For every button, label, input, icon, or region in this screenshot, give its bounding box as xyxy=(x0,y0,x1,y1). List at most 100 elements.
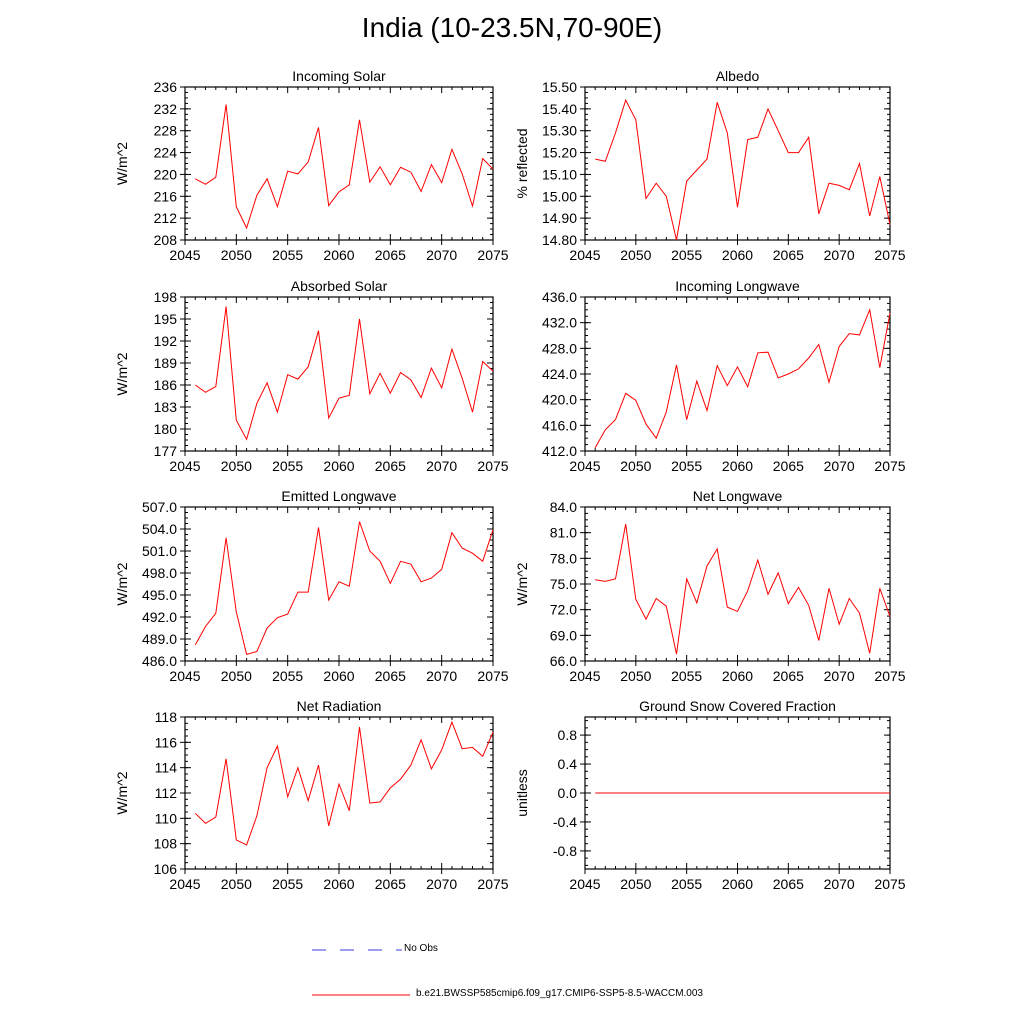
panel-3-y-tick-label: 186 xyxy=(154,377,178,393)
panel-5-y-tick-label: 504.0 xyxy=(142,521,177,537)
panel-8-y-axis-label: unitless xyxy=(514,769,530,816)
panel-6-x-tick-label: 2055 xyxy=(671,668,702,684)
panel-8-y-tick-label: -0.4 xyxy=(553,814,577,830)
panel-1-plot-frame xyxy=(184,86,494,241)
legend-model-line xyxy=(312,994,410,996)
panel-8-y-tick-label: 0.8 xyxy=(558,727,578,743)
panel-7-y-tick-label: 108 xyxy=(154,836,178,852)
panel-7-y-tick-label: 118 xyxy=(155,709,178,725)
panel-8-title: Ground Snow Covered Fraction xyxy=(639,698,836,714)
panel-2-x-tick-label: 2070 xyxy=(824,247,855,263)
panel-2-y-tick-label: 15.00 xyxy=(542,188,577,204)
panel-5-series-line xyxy=(194,521,494,656)
panel-1-x-tick-label: 2075 xyxy=(477,247,508,263)
panel-8-y-tick-label: -0.8 xyxy=(553,843,577,859)
panel-8-x-tick-label: 2045 xyxy=(569,876,600,892)
panel-1-y-tick-label: 212 xyxy=(154,210,178,226)
panel-3-series-line xyxy=(195,306,494,441)
panel-4-plot-frame xyxy=(584,296,891,452)
panel-4-y-tick-label: 412.0 xyxy=(542,443,577,459)
panel-5-y-tick-label: 492.0 xyxy=(142,609,177,625)
panel-5-x-tick-label: 2065 xyxy=(375,668,406,684)
panel-6-x-tick-label: 2075 xyxy=(874,668,905,684)
panel-2-y-tick-label: 14.90 xyxy=(542,210,577,226)
panel-2-y-tick-label: 15.30 xyxy=(542,123,577,139)
panel-2-y-tick-label: 15.20 xyxy=(542,145,577,161)
panel-1-x-tick-label: 2060 xyxy=(323,247,354,263)
panel-2-y-axis-label: % reflected xyxy=(514,128,530,198)
panel-5-y-tick-label: 495.0 xyxy=(142,587,177,603)
panel-6-y-tick-label: 72.0 xyxy=(550,602,577,618)
panel-4-y-tick-label: 424.0 xyxy=(542,366,577,382)
panel-7-x-tick-label: 2055 xyxy=(272,876,303,892)
panel-6-x-tick-label: 2060 xyxy=(722,668,753,684)
panel-2-y-tick-label: 15.50 xyxy=(542,79,577,95)
panel-5-x-tick-label: 2045 xyxy=(169,668,200,684)
panel-5-y-tick-label: 489.0 xyxy=(142,631,177,647)
panel-3-plot-frame xyxy=(184,296,494,452)
panel-1-y-axis-label: W/m^2 xyxy=(114,142,130,185)
panel-2-x-tick-label: 2050 xyxy=(620,247,651,263)
panel-1-title: Incoming Solar xyxy=(292,68,386,84)
panel-8-x-tick-label: 2070 xyxy=(824,876,855,892)
panel-1-y-tick-label: 228 xyxy=(154,123,178,139)
panel-3-title: Absorbed Solar xyxy=(291,278,388,294)
panel-1-series-line xyxy=(195,104,494,230)
panel-6-x-tick-label: 2050 xyxy=(620,668,651,684)
panel-6-y-tick-label: 69.0 xyxy=(550,627,577,643)
panel-7-series-line xyxy=(194,720,494,846)
panel-3-x-tick-label: 2065 xyxy=(375,458,406,474)
panel-2-y-tick-label: 15.10 xyxy=(542,166,577,182)
panel-4-y-tick-label: 416.0 xyxy=(542,417,577,433)
legend: No Obs b.e21.BWSSP585cmip6.f09_g17.CMIP6… xyxy=(310,940,730,1010)
panel-7-y-tick-label: 112 xyxy=(155,785,178,801)
panel-8-y-tick-label: 0.4 xyxy=(558,756,578,772)
panel-1-x-tick-label: 2070 xyxy=(426,247,457,263)
panel-6-y-tick-label: 84.0 xyxy=(550,499,577,515)
panel-2-y-tick-label: 15.40 xyxy=(542,101,577,117)
panel-5-y-axis-label: W/m^2 xyxy=(114,562,130,605)
panel-7-x-tick-label: 2060 xyxy=(323,876,354,892)
panel-7-y-tick-label: 116 xyxy=(155,734,178,750)
panel-2-x-tick-label: 2060 xyxy=(722,247,753,263)
panel-2-x-tick-label: 2055 xyxy=(671,247,702,263)
panel-7-y-tick-label: 114 xyxy=(155,760,178,776)
panel-5-title: Emitted Longwave xyxy=(281,488,396,504)
panel-4-x-tick-label: 2045 xyxy=(569,458,600,474)
panel-1-y-tick-label: 216 xyxy=(154,188,178,204)
panel-8-x-tick-label: 2065 xyxy=(773,876,804,892)
panel-3-x-tick-label: 2055 xyxy=(272,458,303,474)
panel-6-title: Net Longwave xyxy=(693,488,783,504)
panel-1-x-tick-label: 2055 xyxy=(272,247,303,263)
panel-2-x-tick-label: 2045 xyxy=(569,247,600,263)
panel-5-x-tick-label: 2060 xyxy=(323,668,354,684)
panel-5-y-tick-label: 507.0 xyxy=(142,499,177,515)
panel-6-y-axis-label: W/m^2 xyxy=(514,562,530,605)
panel-4-x-tick-label: 2065 xyxy=(773,458,804,474)
panel-4-series-line xyxy=(594,307,891,449)
panel-8-x-tick-label: 2075 xyxy=(874,876,905,892)
panel-7-y-tick-label: 110 xyxy=(155,810,178,826)
panel-4-x-tick-label: 2070 xyxy=(824,458,855,474)
panel-3-y-tick-label: 198 xyxy=(154,289,178,305)
panel-4-x-tick-label: 2060 xyxy=(722,458,753,474)
panel-5-y-tick-label: 501.0 xyxy=(142,543,177,559)
legend-no-obs-line xyxy=(312,949,402,951)
panel-7-y-axis-label: W/m^2 xyxy=(114,771,130,814)
panel-8-y-tick-label: 0.0 xyxy=(558,785,578,801)
panel-1-y-tick-label: 224 xyxy=(154,145,178,161)
panel-3-x-tick-label: 2070 xyxy=(426,458,457,474)
panel-6-y-tick-label: 66.0 xyxy=(550,653,577,669)
panel-3-y-tick-label: 177 xyxy=(154,443,178,459)
panel-4-title: Incoming Longwave xyxy=(675,278,800,294)
panel-3-y-tick-label: 192 xyxy=(154,333,178,349)
panel-4-y-tick-label: 436.0 xyxy=(542,289,577,305)
panel-2-x-tick-label: 2065 xyxy=(773,247,804,263)
panel-3-y-tick-label: 180 xyxy=(154,421,178,437)
panel-4-y-tick-label: 420.0 xyxy=(542,392,577,408)
panel-8-x-tick-label: 2060 xyxy=(722,876,753,892)
panel-1-y-tick-label: 236 xyxy=(154,79,178,95)
panel-5-x-tick-label: 2050 xyxy=(221,668,252,684)
panel-5-y-tick-label: 498.0 xyxy=(142,565,177,581)
panel-6-x-tick-label: 2045 xyxy=(569,668,600,684)
